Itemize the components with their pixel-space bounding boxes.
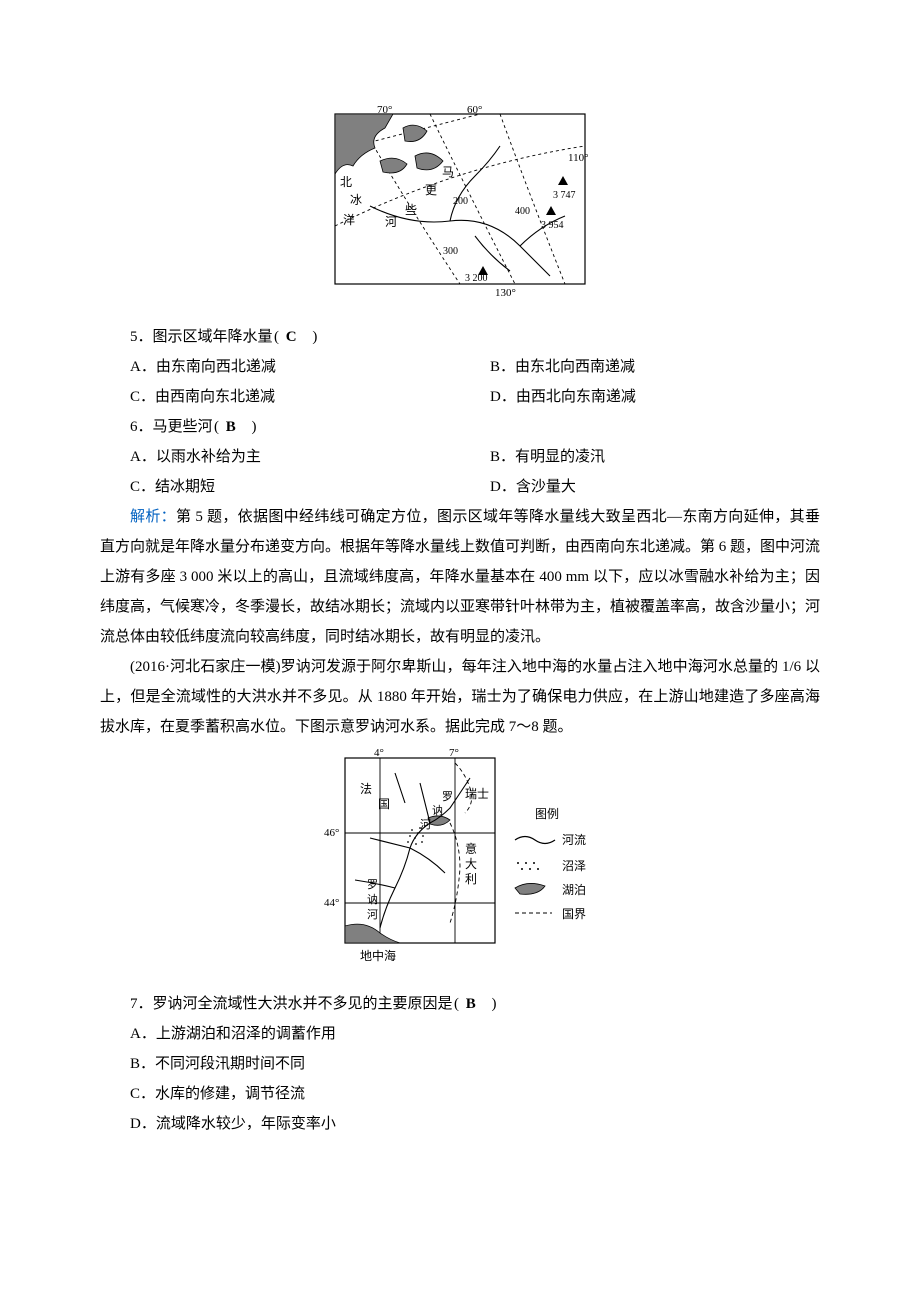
q5-stem: 5．图示区域年降水量( C ) [100, 322, 820, 352]
q7-opt-a: A．上游湖泊和沼泽的调蓄作用 [100, 1019, 820, 1049]
country-label: 国 [378, 797, 390, 811]
sea-label: 地中海 [360, 948, 396, 963]
peak-label: 3 954 [541, 220, 564, 231]
q6-stem-text: 6．马更些河 [130, 419, 213, 435]
lat-label: 46° [324, 827, 339, 839]
country-label: 法 [360, 782, 372, 796]
q6-stem: 6．马更些河( B ) [100, 412, 820, 442]
q7-options: A．上游湖泊和沼泽的调蓄作用 B．不同河段汛期时间不同 C．水库的修建，调节径流… [100, 1019, 820, 1139]
q5-answer: C [283, 329, 300, 345]
lat-label: 44° [324, 897, 339, 909]
lat-label: 110° [568, 152, 589, 164]
q5-opt-a: A．由东南向西北递减 [100, 352, 460, 382]
q7-opt-d: D．流域降水较少，年际变率小 [100, 1109, 820, 1139]
explanation-5-6: 解析：第 5 题，依据图中经纬线可确定方位，图示区域年等降水量线大致呈西北—东南… [100, 502, 820, 652]
iso-label: 300 [443, 246, 458, 257]
ocean-label: 北 [340, 175, 352, 189]
ocean-label: 洋 [343, 212, 355, 227]
river-name: 河 [367, 908, 378, 921]
q6-answer: B [223, 419, 239, 435]
explanation-label: 解析： [130, 509, 176, 525]
iso-label: 400 [515, 206, 530, 217]
figure-map-1: 70° 60° 110° 130° 北 冰 洋 马 更 些 河 200 300 … [100, 106, 820, 312]
q5-options: A．由东南向西北递减 B．由东北向西南递减 C．由西南向东北递减 D．由西北向东… [100, 352, 820, 412]
q7-answer: B [463, 996, 479, 1012]
q7-opt-c: C．水库的修建，调节径流 [100, 1079, 820, 1109]
iso-label: 200 [453, 196, 468, 207]
explanation-text: 第 5 题，依据图中经纬线可确定方位，图示区域年等降水量线大致呈西北—东南方向延… [100, 509, 820, 645]
q5-opt-c: C．由西南向东北递减 [100, 382, 460, 412]
legend-marsh: 沼泽 [562, 859, 586, 873]
legend-river: 河流 [562, 833, 586, 847]
country-label: 意 [465, 841, 477, 856]
legend-border: 国界 [562, 907, 586, 921]
passage-7-8: (2016·河北石家庄一模)罗讷河发源于阿尔卑斯山，每年注入地中海的水量占注入地… [100, 652, 820, 742]
figure-map-2: 4° 7° 46° 44° 法 国 瑞士 意 大 利 罗 讷 河 [100, 748, 820, 979]
river-label: 些 [405, 203, 417, 217]
q5-opt-b: B．由东北向西南递减 [460, 352, 820, 382]
country-label: 瑞士 [465, 787, 489, 801]
river-name: 罗 [442, 790, 453, 803]
river-name: 河 [420, 818, 431, 831]
q7-stem-text: 7．罗讷河全流域性大洪水并不多见的主要原因是 [130, 996, 453, 1012]
river-name: 讷 [367, 893, 378, 906]
peak-label: 3 747 [553, 190, 576, 201]
lon-label: 7° [449, 748, 459, 759]
peak-label: 3 200 [465, 273, 488, 284]
river-name: 讷 [432, 804, 443, 817]
q6-opt-d: D．含沙量大 [460, 472, 820, 502]
legend-lake: 湖泊 [562, 882, 586, 897]
q5-opt-d: D．由西北向东南递减 [460, 382, 820, 412]
country-label: 大 [465, 857, 477, 871]
river-label: 河 [385, 215, 397, 229]
ocean-label: 冰 [350, 193, 362, 207]
lon-label: 4° [374, 748, 384, 759]
river-label: 更 [425, 183, 437, 197]
q6-opt-b: B．有明显的凌汛 [460, 442, 820, 472]
q5-stem-text: 5．图示区域年降水量 [130, 329, 273, 345]
country-label: 利 [465, 872, 477, 886]
q7-stem: 7．罗讷河全流域性大洪水并不多见的主要原因是( B ) [100, 989, 820, 1019]
q7-opt-b: B．不同河段汛期时间不同 [100, 1049, 820, 1079]
lon-label: 130° [495, 287, 516, 299]
q6-opt-a: A．以雨水补给为主 [100, 442, 460, 472]
q6-options: A．以雨水补给为主 B．有明显的凌汛 C．结冰期短 D．含沙量大 [100, 442, 820, 502]
lon-label: 60° [467, 106, 482, 116]
river-name: 罗 [367, 878, 378, 891]
river-label: 马 [442, 165, 454, 179]
q6-opt-c: C．结冰期短 [100, 472, 460, 502]
legend-title: 图例 [535, 807, 559, 821]
